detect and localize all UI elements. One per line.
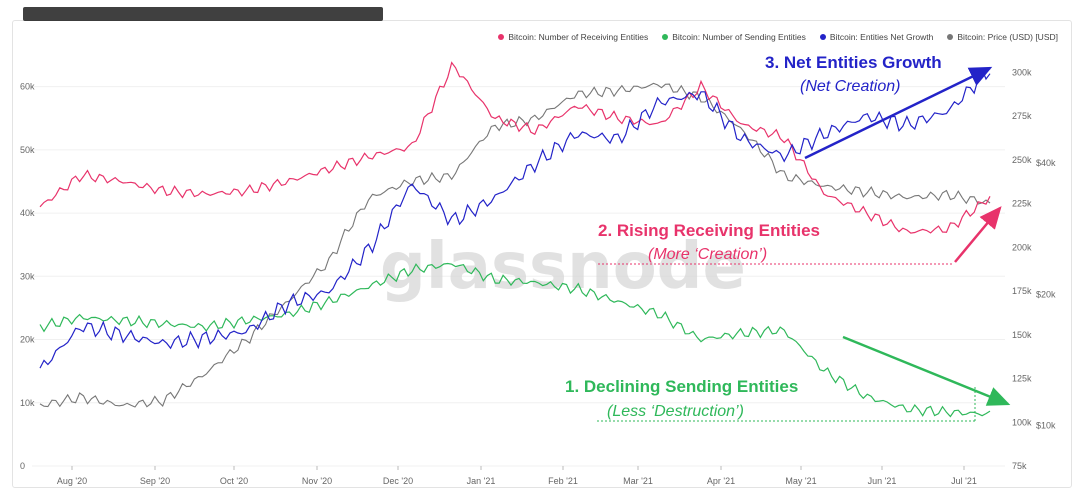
y-right-tick: 275k <box>1012 111 1032 121</box>
legend-label: Bitcoin: Price (USD) [USD] <box>957 32 1058 42</box>
x-tick-label: Jan '21 <box>467 476 496 486</box>
annotation-net-growth-subtitle: (Net Creation) <box>800 78 900 95</box>
y-left-tick: 30k <box>20 271 35 281</box>
legend-swatch <box>662 34 669 40</box>
legend-label: Bitcoin: Number of Receiving Entities <box>508 32 649 42</box>
series-line-3 <box>39 82 991 408</box>
y-left-tick: 40k <box>20 208 35 218</box>
annotations: 3. Net Entities Growth (Net Creation) 2.… <box>565 53 1011 422</box>
arrow-sending <box>842 335 1011 406</box>
legend-swatch <box>498 34 505 40</box>
legend-item-2[interactable]: Bitcoin: Entities Net Growth <box>819 32 934 42</box>
y-right-tick: 175k <box>1012 286 1032 296</box>
y-right-tick: 100k <box>1012 417 1032 427</box>
legend-item-3[interactable]: Bitcoin: Price (USD) [USD] <box>947 32 1058 42</box>
x-tick-label: May '21 <box>785 476 816 486</box>
grid-lines <box>32 86 1005 467</box>
x-tick-label: Feb '21 <box>548 476 578 486</box>
y-right-tick: 150k <box>1012 330 1032 340</box>
y-right-price-tick: $10k <box>1036 421 1056 431</box>
annotation-sending-subtitle: (Less ‘Destruction’) <box>607 403 744 420</box>
x-tick-label: Mar '21 <box>623 476 653 486</box>
y-right-price-tick: $20k <box>1036 289 1056 299</box>
x-axis: Aug '20 Sep '20 Oct '20 Nov '20 Dec '20 Jan '… <box>57 466 977 486</box>
y-left-tick: 60k <box>20 82 35 92</box>
y-right-tick: 125k <box>1012 374 1032 384</box>
y-right-tick: 225k <box>1012 199 1032 209</box>
x-tick-label: Dec '20 <box>383 476 413 486</box>
legend-label: Bitcoin: Entities Net Growth <box>829 32 934 42</box>
x-tick-label: Apr '21 <box>707 476 735 486</box>
arrow-net-growth <box>804 66 993 160</box>
series-line-1 <box>39 262 991 418</box>
y-left-tick: 0 <box>20 461 25 471</box>
chart-legend: Bitcoin: Number of Receiving Entities Bit… <box>498 32 1058 42</box>
annotation-receiving-subtitle: (More ‘Creation’) <box>648 246 767 263</box>
y-left-tick: 50k <box>20 145 35 155</box>
y-left-tick: 10k <box>20 398 35 408</box>
y-right-tick: 300k <box>1012 67 1032 77</box>
series-line-2 <box>39 67 991 369</box>
y-axis-right-price: $10k $20k $40k <box>1036 158 1056 431</box>
x-tick-label: Jun '21 <box>868 476 897 486</box>
y-right-tick: 75k <box>1012 461 1027 471</box>
annotation-sending-title: 1. Declining Sending Entities <box>565 377 798 396</box>
legend-item-1[interactable]: Bitcoin: Number of Sending Entities <box>662 32 806 42</box>
series-line-0 <box>39 61 991 234</box>
chart-panel <box>12 7 1072 488</box>
annotation-receiving-title: 2. Rising Receiving Entities <box>598 221 820 240</box>
y-axis-right-entities: 75k 100k 125k 150k 175k 200k 225k 250k 275k 300k <box>1012 67 1032 471</box>
y-right-price-tick: $40k <box>1036 158 1056 168</box>
x-tick-label: Nov '20 <box>302 476 332 486</box>
legend-swatch <box>947 34 954 40</box>
watermark: glassnode <box>380 230 746 304</box>
y-left-tick: 20k <box>20 335 35 345</box>
x-tick-label: Sep '20 <box>140 476 170 486</box>
legend-label: Bitcoin: Number of Sending Entities <box>672 32 806 42</box>
legend-swatch <box>819 34 826 40</box>
annotation-net-growth-title: 3. Net Entities Growth <box>765 53 942 72</box>
y-right-tick: 200k <box>1012 242 1032 252</box>
y-right-tick: 250k <box>1012 155 1032 165</box>
y-axis-left: 0 10k 20k 30k 40k 50k 60k <box>20 82 35 471</box>
cropped-title-bar <box>23 7 383 21</box>
series-lines <box>39 61 991 418</box>
legend-item-0[interactable]: Bitcoin: Number of Receiving Entities <box>498 32 648 42</box>
x-tick-label: Jul '21 <box>951 476 977 486</box>
x-tick-label: Aug '20 <box>57 476 87 486</box>
arrow-receiving <box>954 206 1002 263</box>
x-tick-label: Oct '20 <box>220 476 248 486</box>
